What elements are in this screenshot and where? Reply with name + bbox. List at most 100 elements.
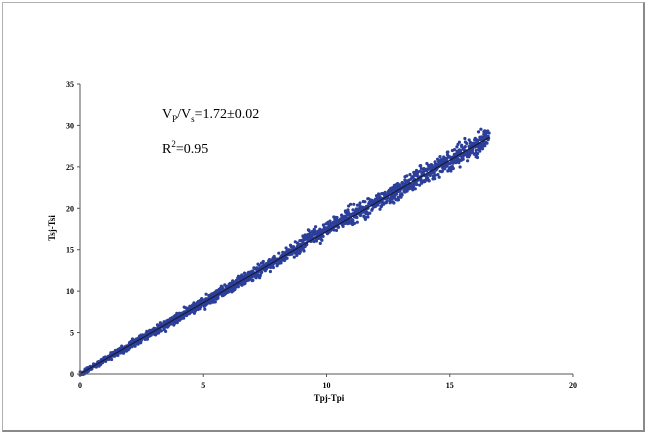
- scatter-point: [396, 195, 400, 199]
- scatter-point: [178, 318, 182, 322]
- scatter-point: [242, 282, 246, 286]
- scatter-point: [144, 331, 148, 336]
- x-axis-label: Tpj-Tpi: [314, 393, 345, 403]
- y-tick-label: 25: [66, 163, 74, 172]
- velocity-ratio-annotation: VP/Vs=1.72±0.02: [162, 107, 259, 124]
- scatter-point: [454, 159, 458, 163]
- scatter-point: [440, 157, 444, 161]
- scatter-point: [476, 130, 481, 134]
- scatter-point: [244, 278, 248, 282]
- scatter-point: [261, 259, 265, 264]
- scatter-point: [425, 168, 429, 172]
- scatter-point: [110, 357, 114, 362]
- scatter-point: [447, 155, 451, 159]
- scatter-point: [186, 312, 190, 316]
- scatter-point: [463, 145, 467, 149]
- y-tick-label: 35: [66, 80, 74, 89]
- scatter-point: [419, 164, 423, 168]
- scatter-point: [310, 235, 314, 239]
- scatter-point: [352, 202, 356, 206]
- x-tick-label: 10: [323, 381, 331, 390]
- scatter-point: [259, 271, 263, 275]
- scatter-point: [244, 274, 248, 278]
- scatter-point: [335, 215, 339, 220]
- scatter-point: [440, 170, 444, 174]
- scatter-point: [308, 237, 312, 241]
- scatter-point: [377, 192, 381, 196]
- scatter-point: [289, 245, 293, 249]
- scatter-point: [328, 219, 332, 223]
- scatter-point: [355, 220, 359, 224]
- scatter-point: [191, 303, 195, 307]
- scatter-point: [480, 135, 484, 139]
- scatter-point: [467, 138, 471, 142]
- scatter-point: [295, 253, 299, 257]
- scatter-point: [419, 167, 423, 171]
- scatter-point: [476, 139, 480, 143]
- scatter-point: [475, 154, 479, 159]
- scatter-point: [380, 192, 384, 196]
- scatter-point: [158, 329, 162, 333]
- scatter-point: [422, 167, 426, 171]
- scatter-point: [262, 264, 266, 268]
- scatter-point: [276, 262, 280, 266]
- scatter-point: [145, 337, 149, 341]
- scatter-point: [484, 140, 488, 144]
- scatter-point: [391, 186, 395, 190]
- scatter-point: [370, 207, 374, 211]
- scatter-point: [192, 301, 196, 305]
- scatter-point: [408, 172, 412, 177]
- y-tick-label: 10: [66, 287, 74, 296]
- y-tick-label: 30: [66, 121, 74, 130]
- scatter-point: [349, 202, 353, 206]
- scatter-point: [279, 261, 283, 265]
- scatter-point: [448, 166, 452, 170]
- ratio-v1: V: [162, 107, 172, 122]
- scatter-point: [292, 255, 296, 259]
- scatter-point: [404, 180, 408, 184]
- scatter-point: [125, 347, 129, 351]
- y-ticks: 0 5 10 15 20 25 30 35: [66, 80, 80, 379]
- scatter-point: [300, 238, 304, 242]
- scatter-point: [458, 165, 462, 169]
- scatter-point: [271, 265, 275, 270]
- scatter-point: [336, 225, 340, 229]
- scatter-point: [302, 249, 306, 253]
- scatter-point: [199, 305, 203, 309]
- scatter-point: [140, 333, 144, 337]
- scatter-point: [477, 144, 481, 149]
- scatter-point: [371, 201, 375, 205]
- scatter-point: [398, 193, 402, 197]
- scatter-point: [282, 251, 286, 255]
- ratio-sub-s: s: [191, 114, 195, 124]
- scatter-point: [433, 173, 437, 177]
- r2-r: R: [162, 142, 172, 157]
- scatter-point: [418, 169, 422, 173]
- scatter-point: [474, 151, 478, 155]
- scatter-point: [389, 195, 393, 199]
- scatter-point: [139, 340, 143, 344]
- scatter-point: [443, 157, 447, 161]
- ratio-sub-p: P: [172, 114, 177, 124]
- scatter-point: [254, 275, 258, 279]
- scatter-point: [318, 241, 322, 245]
- scatter-point: [343, 221, 347, 226]
- r2-sup: 2: [171, 139, 176, 149]
- scatter-point: [411, 188, 415, 192]
- scatter-point: [314, 239, 319, 243]
- scatter-point: [388, 198, 392, 202]
- scatter-point: [346, 210, 350, 214]
- scatter-point: [439, 160, 443, 164]
- scatter-point: [232, 288, 237, 292]
- scatter-point: [155, 331, 159, 335]
- scatter-point: [458, 149, 462, 153]
- scatter-point: [314, 225, 318, 229]
- scatter-point: [413, 187, 417, 191]
- scatter-point: [344, 210, 348, 214]
- scatter-point: [465, 155, 470, 159]
- y-axis-label: Tsj-Tsi: [47, 215, 57, 241]
- scatter-point: [365, 210, 369, 214]
- scatter-point: [484, 131, 489, 135]
- scatter-point: [257, 263, 261, 267]
